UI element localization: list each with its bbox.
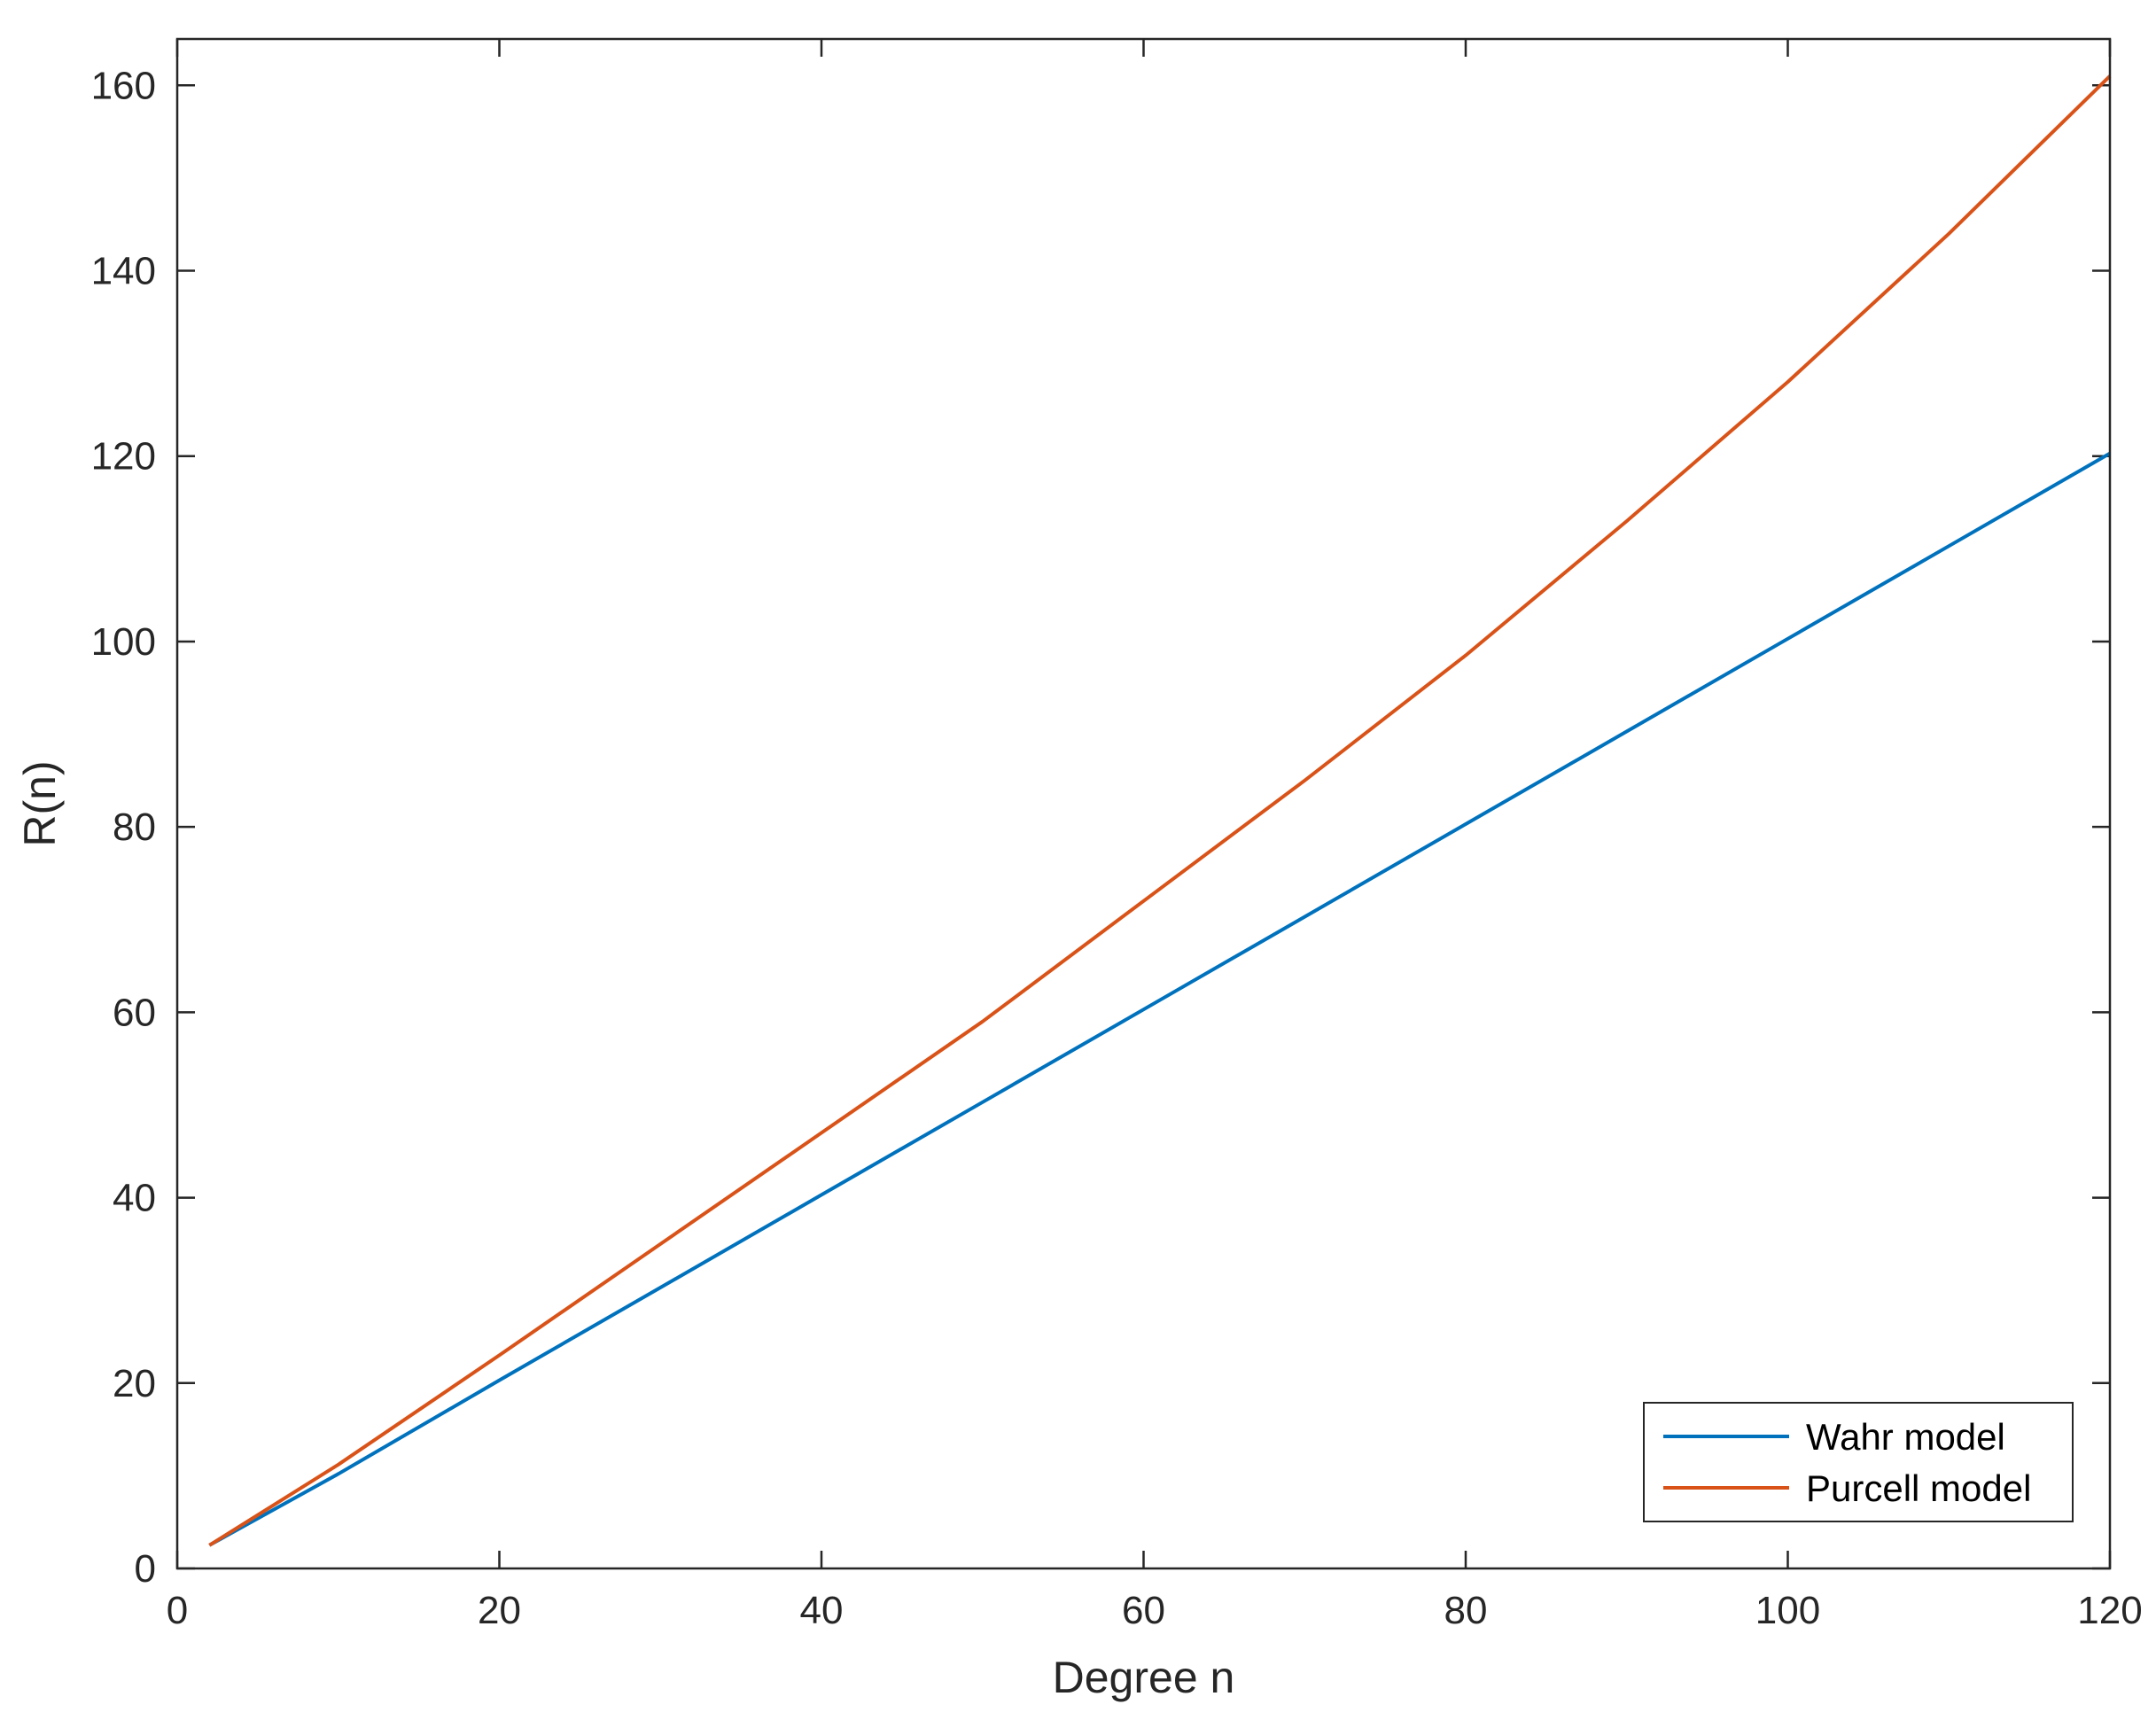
x-axis-label: Degree n bbox=[1053, 1653, 1235, 1702]
x-tick-label-0: 0 bbox=[167, 1589, 188, 1632]
x-tick-label-60: 60 bbox=[1122, 1589, 1165, 1632]
legend-box bbox=[1643, 1402, 2074, 1522]
tick-labels: 0 20 40 60 80 100 120 0 20 40 60 80 100 120 140 160 bbox=[91, 64, 2143, 1632]
y-tick-label-100: 100 bbox=[91, 620, 156, 664]
y-tick-label-20: 20 bbox=[113, 1362, 156, 1405]
x-tick-label-20: 20 bbox=[478, 1589, 521, 1632]
legend: Wahr model Purcell model bbox=[1643, 1402, 2074, 1522]
series-lines bbox=[208, 74, 2112, 1547]
x-tick-label-100: 100 bbox=[1755, 1589, 1820, 1632]
y-tick-label-40: 40 bbox=[113, 1177, 156, 1220]
legend-label-wahr: Wahr model bbox=[1806, 1416, 2005, 1458]
y-tick-label-120: 120 bbox=[91, 435, 156, 479]
y-tick-label-80: 80 bbox=[113, 805, 156, 849]
legend-label-purcell: Purcell model bbox=[1806, 1467, 2031, 1509]
series-line-wahr-model bbox=[208, 451, 2111, 1547]
y-tick-label-160: 160 bbox=[91, 64, 156, 107]
axes-box bbox=[175, 37, 2112, 1570]
series-line-purcell-model bbox=[208, 74, 2112, 1547]
y-axis-label: R(n) bbox=[15, 760, 65, 846]
x-tick-label-120: 120 bbox=[2077, 1589, 2142, 1632]
x-tick-label-40: 40 bbox=[800, 1589, 844, 1632]
x-tick-label-80: 80 bbox=[1444, 1589, 1488, 1632]
y-tick-label-60: 60 bbox=[113, 991, 156, 1034]
y-tick-label-0: 0 bbox=[135, 1547, 156, 1591]
y-tick-label-140: 140 bbox=[91, 250, 156, 293]
